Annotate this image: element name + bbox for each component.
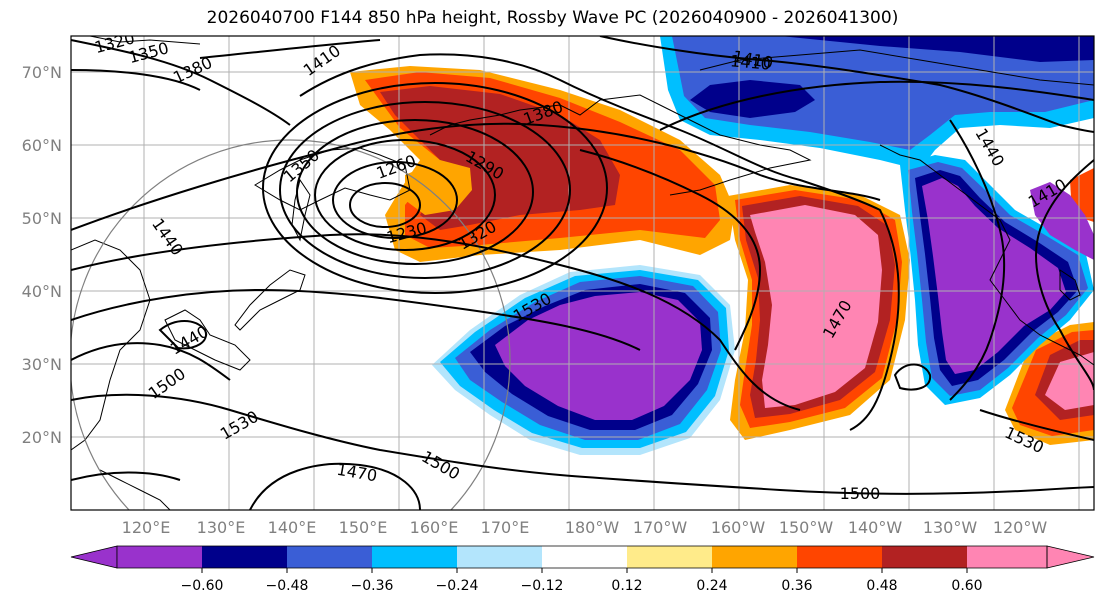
colorbar-bin [882,546,967,568]
map-panel: 1320 1350 1380 1410 1410 1380 1350 1260 … [71,36,1094,510]
lon-tick-label: 140°W [848,518,903,537]
longitude-tick-labels: 120°E 130°E 140°E 150°E 160°E 170°E 180°… [122,518,1048,537]
colorbar: −0.60 −0.48 −0.36 −0.24 −0.12 0.12 0.24 … [70,545,1095,594]
colorbar-bin [287,546,372,568]
lat-tick-label: 30°N [22,355,62,374]
lat-tick-label: 50°N [22,209,62,228]
colorbar-tick-label: −0.12 [521,578,564,594]
contour-label: 1500 [840,484,881,503]
lat-tick-label: 20°N [22,428,62,447]
lon-tick-label: 120°W [993,518,1048,537]
colorbar-left-extension [70,545,118,569]
colorbar-tick-label: 0.48 [866,578,897,594]
colorbar-tick-label: 0.36 [781,578,812,594]
map-title: 2026040700 F144 850 hPa height, Rossby W… [206,8,899,28]
lat-tick-label: 40°N [22,282,62,301]
colorbar-bin [117,546,202,568]
lon-tick-label: 140°E [268,518,317,537]
plot-frame [70,35,1095,511]
colorbar-bin [712,546,797,568]
colorbar-bin [372,546,457,568]
lon-tick-label: 130°W [923,518,978,537]
lon-tick-label: 130°E [197,518,246,537]
lon-tick-label: 150°W [779,518,834,537]
reference-circle [71,139,511,510]
colorbar-bin [542,546,627,568]
colorbar-bin [202,546,287,568]
height-contours [71,36,1094,510]
lat-tick-label: 60°N [22,136,62,155]
colorbar-tick-label: 0.24 [696,578,727,594]
positive-anomaly-west-pacific [350,66,735,262]
colorbar-bin [627,546,712,568]
colorbar-tick-label: 0.12 [611,578,642,594]
contour-label: 1410 [729,51,771,73]
colorbar-tick-label: −0.60 [181,578,224,594]
lon-tick-label: 160°W [711,518,766,537]
colorbar-tick-label: −0.48 [266,578,309,594]
positive-anomaly-central-pacific [728,185,910,440]
latitude-tick-labels: 70°N 60°N 50°N 40°N 30°N 20°N [22,63,62,447]
colorbar-right-extension [1046,545,1095,569]
negative-anomaly-north [660,36,1094,170]
lon-tick-label: 120°E [122,518,171,537]
colorbar-bin [457,546,542,568]
lat-tick-label: 70°N [22,63,62,82]
colorbar-tick-label: −0.24 [436,578,479,594]
colorbar-tick-label: 0.60 [951,578,982,594]
lon-tick-label: 150°E [339,518,388,537]
colorbar-tick-label: −0.36 [351,578,394,594]
lon-tick-label: 170°W [633,518,688,537]
colorbar-bin [967,546,1047,568]
colorbar-bin [797,546,882,568]
lon-tick-label: 160°E [410,518,459,537]
lon-tick-label: 170°E [481,518,530,537]
lon-tick-label: 180°W [565,518,620,537]
